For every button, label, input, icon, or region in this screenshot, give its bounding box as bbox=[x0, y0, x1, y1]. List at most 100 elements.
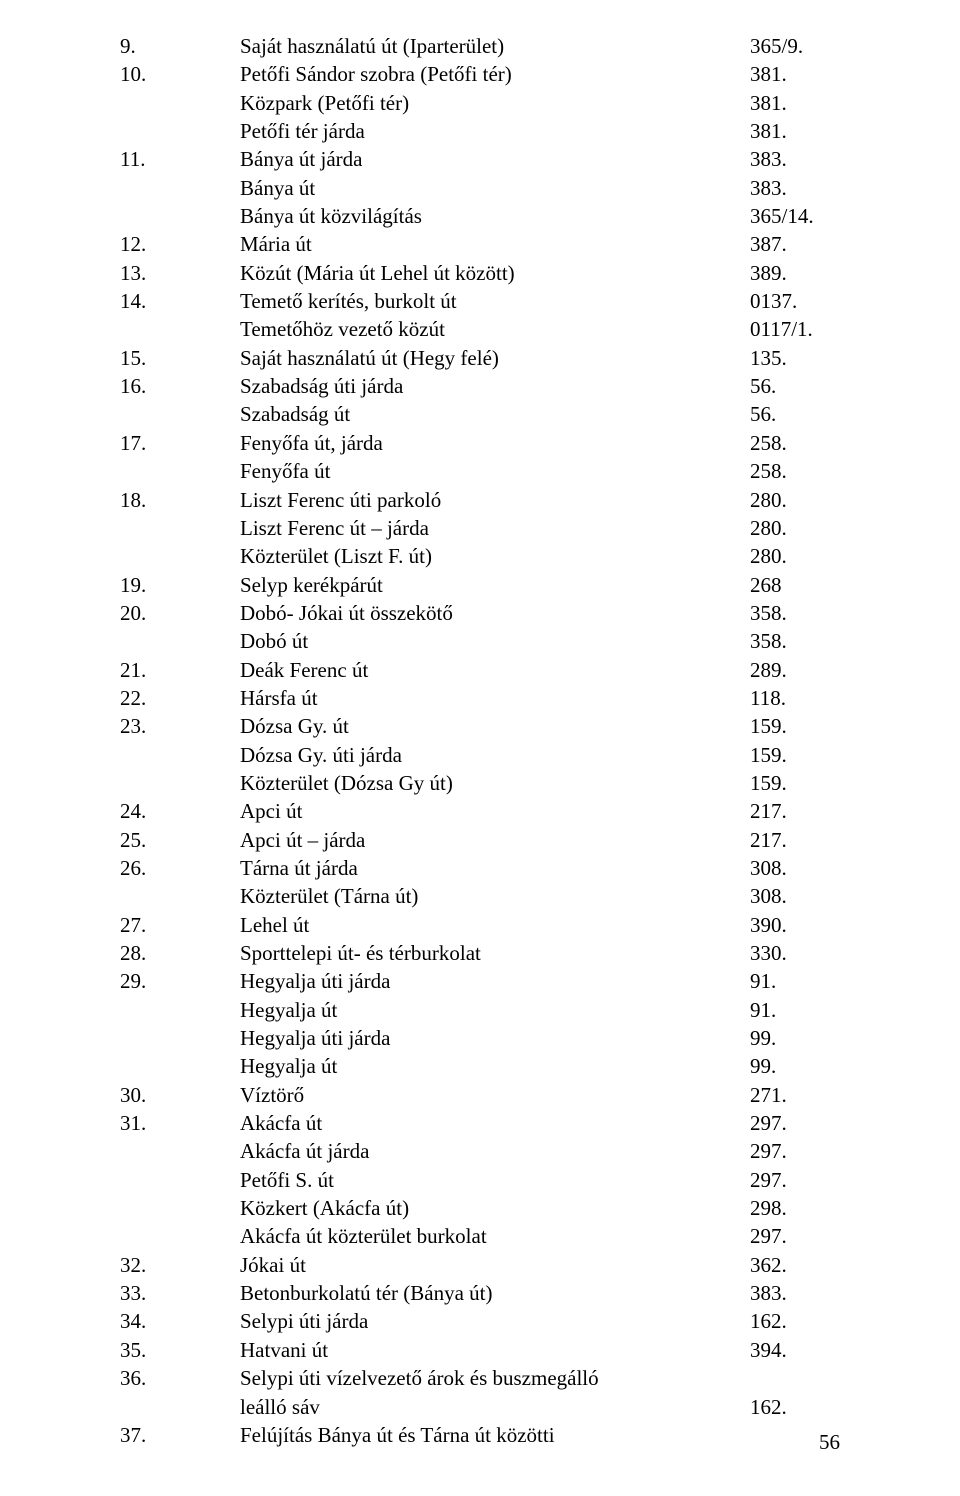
row-text: Saját használatú út (Hegy felé) bbox=[240, 344, 750, 372]
row-value: 159. bbox=[750, 769, 840, 797]
row-number bbox=[120, 1166, 240, 1194]
document-page: 9.Saját használatú út (Iparterület)365/9… bbox=[0, 0, 960, 1496]
row-text: Közút (Mária út Lehel út között) bbox=[240, 259, 750, 287]
row-value: 330. bbox=[750, 939, 840, 967]
table-row: 28.Sporttelepi út- és térburkolat330. bbox=[120, 939, 840, 967]
row-text: Apci út – járda bbox=[240, 826, 750, 854]
row-value: 159. bbox=[750, 741, 840, 769]
row-number: 17. bbox=[120, 429, 240, 457]
row-number: 34. bbox=[120, 1307, 240, 1335]
row-number: 29. bbox=[120, 967, 240, 995]
table-row: Petőfi S. út297. bbox=[120, 1166, 840, 1194]
row-number bbox=[120, 1222, 240, 1250]
row-text: Hegyalja úti járda bbox=[240, 967, 750, 995]
row-number bbox=[120, 741, 240, 769]
row-text: Selypi úti vízelvezető árok és buszmegál… bbox=[240, 1364, 750, 1392]
row-text: Fenyőfa út bbox=[240, 457, 750, 485]
row-value: 389. bbox=[750, 259, 840, 287]
table-row: 30.Víztörő271. bbox=[120, 1081, 840, 1109]
table-row: Akácfa út járda297. bbox=[120, 1137, 840, 1165]
row-number: 30. bbox=[120, 1081, 240, 1109]
row-value: 99. bbox=[750, 1024, 840, 1052]
table-row: Közterület (Liszt F. út)280. bbox=[120, 542, 840, 570]
row-text: Petőfi S. út bbox=[240, 1166, 750, 1194]
table-row: Akácfa út közterület burkolat297. bbox=[120, 1222, 840, 1250]
row-value: 280. bbox=[750, 542, 840, 570]
row-value: 135. bbox=[750, 344, 840, 372]
row-text: Betonburkolatú tér (Bánya út) bbox=[240, 1279, 750, 1307]
row-text: Bánya út közvilágítás bbox=[240, 202, 750, 230]
row-text: leálló sáv bbox=[240, 1393, 750, 1421]
row-value: 383. bbox=[750, 1279, 840, 1307]
table-row: Hegyalja út91. bbox=[120, 996, 840, 1024]
row-text: Selypi úti járda bbox=[240, 1307, 750, 1335]
row-text: Víztörő bbox=[240, 1081, 750, 1109]
row-text: Hársfa út bbox=[240, 684, 750, 712]
row-text: Dobó- Jókai út összekötő bbox=[240, 599, 750, 627]
row-text: Szabadság úti járda bbox=[240, 372, 750, 400]
row-text: Dobó út bbox=[240, 627, 750, 655]
row-number: 23. bbox=[120, 712, 240, 740]
row-number: 36. bbox=[120, 1364, 240, 1392]
row-number bbox=[120, 89, 240, 117]
row-number bbox=[120, 315, 240, 343]
row-number: 11. bbox=[120, 145, 240, 173]
row-number: 22. bbox=[120, 684, 240, 712]
row-number: 24. bbox=[120, 797, 240, 825]
row-number: 10. bbox=[120, 60, 240, 88]
row-text: Sporttelepi út- és térburkolat bbox=[240, 939, 750, 967]
table-row: 25.Apci út – járda217. bbox=[120, 826, 840, 854]
table-row: 20.Dobó- Jókai út összekötő358. bbox=[120, 599, 840, 627]
row-text: Petőfi tér járda bbox=[240, 117, 750, 145]
table-row: 37.Felújítás Bánya út és Tárna út között… bbox=[120, 1421, 840, 1449]
row-text: Selyp kerékpárút bbox=[240, 571, 750, 599]
row-number bbox=[120, 174, 240, 202]
table-row: 10.Petőfi Sándor szobra (Petőfi tér)381. bbox=[120, 60, 840, 88]
table-row: leálló sáv162. bbox=[120, 1393, 840, 1421]
table-row: Bánya út közvilágítás365/14. bbox=[120, 202, 840, 230]
page-number: 56 bbox=[819, 1428, 840, 1456]
row-number bbox=[120, 514, 240, 542]
row-number: 19. bbox=[120, 571, 240, 599]
row-text: Hegyalja úti járda bbox=[240, 1024, 750, 1052]
table-row: Közpark (Petőfi tér)381. bbox=[120, 89, 840, 117]
row-value: 387. bbox=[750, 230, 840, 258]
row-text: Szabadság út bbox=[240, 400, 750, 428]
row-value: 159. bbox=[750, 712, 840, 740]
row-value: 271. bbox=[750, 1081, 840, 1109]
row-value: 56. bbox=[750, 400, 840, 428]
row-number bbox=[120, 117, 240, 145]
row-number bbox=[120, 882, 240, 910]
table-row: 9.Saját használatú út (Iparterület)365/9… bbox=[120, 32, 840, 60]
table-row: 12.Mária út387. bbox=[120, 230, 840, 258]
table-row: Szabadság út56. bbox=[120, 400, 840, 428]
row-text: Bánya út bbox=[240, 174, 750, 202]
table-row: Dobó út358. bbox=[120, 627, 840, 655]
row-text: Közkert (Akácfa út) bbox=[240, 1194, 750, 1222]
row-text: Mária út bbox=[240, 230, 750, 258]
table-row: 24.Apci út217. bbox=[120, 797, 840, 825]
row-number: 35. bbox=[120, 1336, 240, 1364]
row-number: 32. bbox=[120, 1251, 240, 1279]
table-row: 29.Hegyalja úti járda91. bbox=[120, 967, 840, 995]
row-value: 91. bbox=[750, 967, 840, 995]
row-value: 99. bbox=[750, 1052, 840, 1080]
row-number bbox=[120, 1052, 240, 1080]
table-row: 18.Liszt Ferenc úti parkoló280. bbox=[120, 486, 840, 514]
row-value: 217. bbox=[750, 826, 840, 854]
row-number: 26. bbox=[120, 854, 240, 882]
table-row: 15.Saját használatú út (Hegy felé)135. bbox=[120, 344, 840, 372]
row-value: 362. bbox=[750, 1251, 840, 1279]
row-text: Jókai út bbox=[240, 1251, 750, 1279]
row-number: 33. bbox=[120, 1279, 240, 1307]
table-row: Fenyőfa út258. bbox=[120, 457, 840, 485]
row-number bbox=[120, 542, 240, 570]
row-value: 258. bbox=[750, 457, 840, 485]
row-value: 162. bbox=[750, 1307, 840, 1335]
row-number: 20. bbox=[120, 599, 240, 627]
row-value bbox=[750, 1364, 840, 1392]
table-row: 16.Szabadság úti járda56. bbox=[120, 372, 840, 400]
row-value: 280. bbox=[750, 486, 840, 514]
row-text: Közterület (Tárna út) bbox=[240, 882, 750, 910]
row-value: 358. bbox=[750, 627, 840, 655]
